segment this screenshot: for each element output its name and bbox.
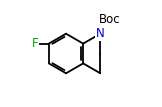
Text: Boc: Boc <box>99 13 121 26</box>
Text: F: F <box>32 37 38 50</box>
Text: N: N <box>96 27 105 40</box>
